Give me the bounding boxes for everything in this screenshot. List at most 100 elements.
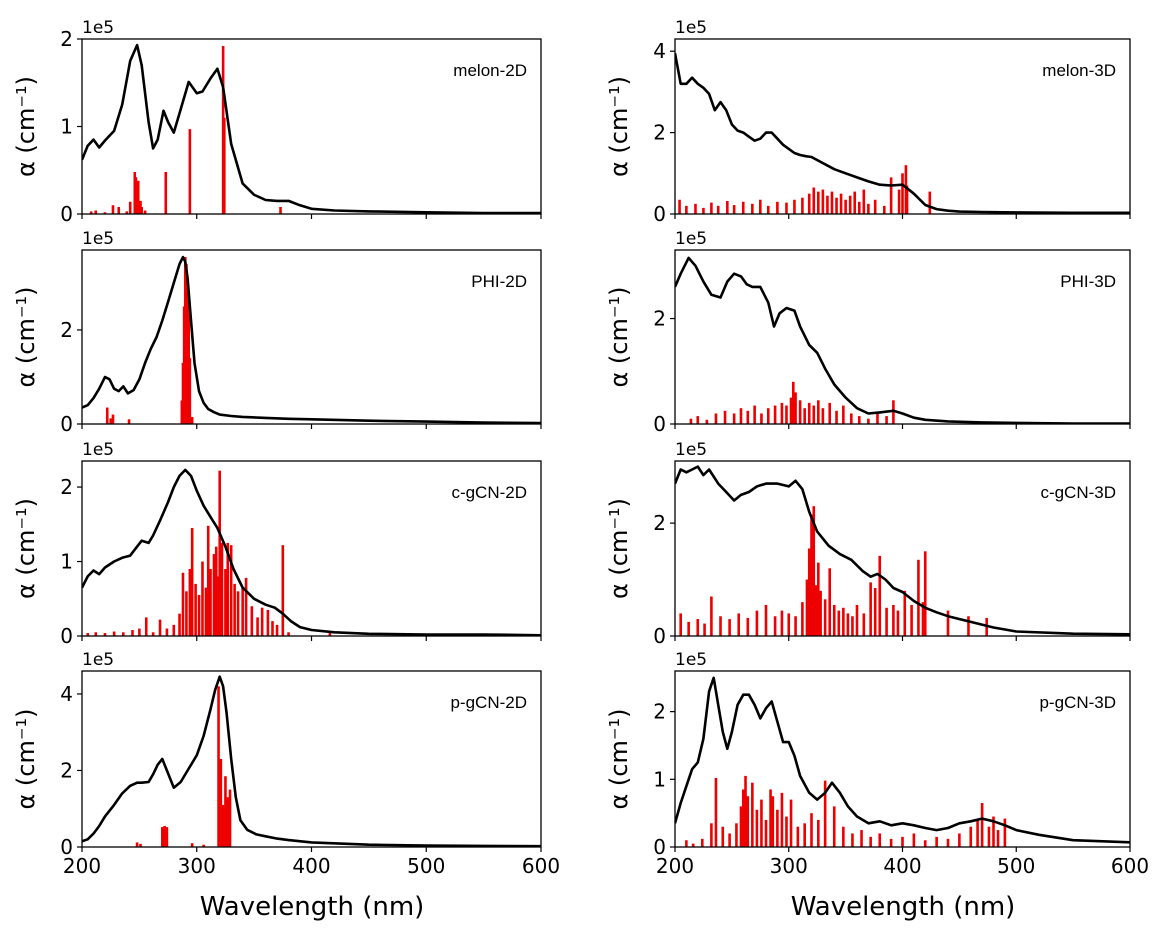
spectrum-bar [807, 402, 811, 424]
spectrum-bar [823, 599, 827, 636]
spectrum-bar [128, 201, 132, 214]
spectrum-bar [222, 117, 226, 214]
x-tick-label: 600 [1111, 854, 1149, 878]
spectrum-bar [741, 201, 745, 214]
spectrum-bar [869, 836, 872, 847]
spectrum-bar [140, 207, 143, 214]
panel-label: p-gCN-3D [1039, 693, 1116, 712]
spectrum-bar [723, 410, 727, 424]
spectrum-bar [710, 596, 713, 636]
spectrum-bar [143, 210, 147, 214]
spectrum-bar [807, 548, 811, 636]
panel-label: c-gCN-2D [451, 483, 527, 502]
spectrum-bar [728, 833, 731, 847]
y-axis-title: α (cm⁻¹) [605, 708, 633, 809]
spectrum-bar [771, 796, 775, 847]
y-tick-label: 2 [653, 511, 666, 535]
spectrum-bar [744, 775, 747, 847]
spectrum-bar [732, 413, 736, 424]
spectrum-bar [803, 823, 806, 847]
absorption-curve [675, 676, 1130, 844]
spectrum-bar [755, 610, 759, 636]
spectrum-bar [842, 826, 845, 847]
y-tick-label: 0 [653, 412, 666, 436]
y-tick-label: 2 [60, 27, 73, 51]
spectrum-bar [826, 195, 829, 214]
spectrum-bar [732, 205, 736, 214]
spectrum-bar [194, 583, 197, 636]
spectrum-bar [86, 633, 90, 636]
spectrum-bar [741, 789, 745, 847]
spectrum-bar [785, 405, 788, 424]
spectrum-bar [794, 616, 797, 636]
spectrum-bar [821, 408, 825, 424]
panel-p-gCN-2D: 200 300 400 500 600 0 2 4 1e5 p-gCN-2D α (cm⁻¹) [12, 650, 560, 878]
spectrum-bar [837, 610, 841, 636]
spectrum-bar [789, 799, 793, 847]
spectrum-bar [236, 591, 240, 636]
spectrum-bar [819, 590, 822, 636]
spectrum-bar [892, 604, 895, 636]
spectrum-bar [885, 416, 888, 424]
spectrum-bar [842, 607, 845, 636]
spectrum-bar [719, 616, 722, 636]
spectrum-bar [136, 180, 140, 214]
spectrum-bar [801, 602, 804, 636]
spectrum-bar [144, 617, 148, 636]
x-tick-label: 200 [63, 854, 101, 878]
x-tick-label: 500 [407, 854, 445, 878]
spectrum-bar [705, 419, 709, 424]
spectrum-bar [851, 616, 854, 636]
y-tick-label: 1 [60, 550, 73, 574]
spectrum-bar [689, 418, 693, 424]
spectrum-bar [127, 419, 131, 424]
spectrum-bar [860, 830, 863, 847]
absorption-curve [82, 255, 541, 424]
spectrum-bar [219, 759, 223, 847]
spectrum-bar [218, 470, 221, 636]
spectrum-bar [883, 205, 886, 214]
x-tick-label: 400 [292, 854, 330, 878]
spectrum-bar [190, 416, 194, 424]
plot-area [82, 43, 541, 214]
y-axis-title: α (cm⁻¹) [605, 498, 633, 599]
spectrum-bar [714, 413, 718, 424]
spectrum-bar [111, 414, 115, 424]
spectrum-bar [89, 211, 93, 214]
spectrum-bar [204, 587, 208, 636]
spectrum-bar [810, 514, 813, 636]
spectrum-bar [910, 604, 913, 636]
multiplier-label: 1e5 [675, 18, 707, 38]
spectrum-bar [787, 613, 791, 636]
spectrum-bar [760, 799, 763, 847]
spectrum-bar [901, 836, 904, 847]
y-axis-title: α (cm⁻¹) [12, 708, 40, 809]
spectrum-bar [828, 402, 831, 424]
spectrum-bar [773, 616, 777, 636]
spectrum-bar [987, 826, 991, 847]
panel-melon-2D: 0 1 2 1e5 melon-2D α (cm⁻¹) [12, 18, 542, 226]
spectrum-bar [220, 542, 224, 636]
spectrum-bar [702, 207, 705, 214]
y-tick-label: 0 [653, 624, 666, 648]
spectrum-bar [810, 813, 813, 847]
spectrum-bar [134, 177, 138, 214]
spectrum-bar [851, 833, 854, 847]
spectrum-bar [281, 545, 285, 636]
multiplier-label: 1e5 [675, 650, 707, 670]
spectrum-bar [103, 212, 107, 214]
x-tick-label: 300 [178, 854, 216, 878]
spectrum-bar [710, 202, 713, 214]
spectrum-bar [903, 590, 907, 636]
plot-area [675, 256, 1130, 424]
spectrum-bar [726, 200, 729, 214]
spectrum-bar [873, 588, 877, 636]
y-axis-title: α (cm⁻¹) [12, 76, 40, 177]
spectrum-bar [94, 632, 98, 636]
spectrum-bar [165, 628, 169, 636]
spectrum-bar [812, 506, 816, 636]
spectrum-bar [755, 809, 759, 847]
spectrum-bar [764, 819, 768, 847]
spectrum-bar [885, 607, 888, 636]
spectrum-bar [796, 826, 800, 847]
